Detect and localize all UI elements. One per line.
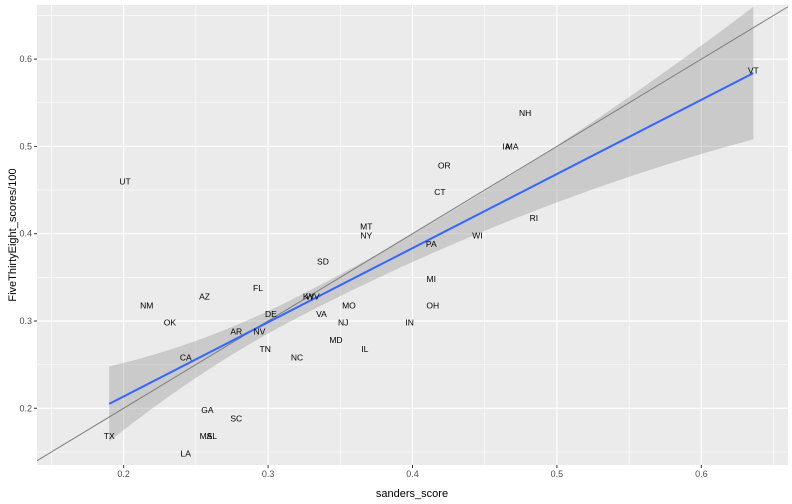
point-label-oh: OH xyxy=(426,300,439,310)
point-label-al: AL xyxy=(207,431,218,441)
x-tick-label: 0.6 xyxy=(695,469,708,479)
point-label-ny: NY xyxy=(360,230,372,240)
fit-line xyxy=(108,72,754,405)
point-label-md: MD xyxy=(329,335,342,345)
point-label-ms: MS xyxy=(200,431,213,441)
point-label-mt: MT xyxy=(360,222,372,232)
point-label-ut: UT xyxy=(119,176,130,186)
point-label-ok: OK xyxy=(164,318,177,328)
point-label-ky: KY xyxy=(303,292,315,302)
point-label-ma: MA xyxy=(506,141,519,151)
y-tick-label: 0.6 xyxy=(19,54,32,64)
y-tick-label: 0.2 xyxy=(19,403,32,413)
point-label-ar: AR xyxy=(230,326,242,336)
point-label-de: DE xyxy=(265,309,277,319)
point-label-ia: IA xyxy=(502,141,510,151)
point-label-nc: NC xyxy=(291,353,303,363)
point-label-wi: WI xyxy=(472,230,482,240)
point-label-az: AZ xyxy=(199,292,210,302)
point-label-va: VA xyxy=(316,309,327,319)
y-tick-label: 0.4 xyxy=(19,229,32,239)
point-label-pa: PA xyxy=(426,239,437,249)
y-tick-label: 0.3 xyxy=(19,316,32,326)
confidence-ribbon xyxy=(109,6,754,442)
point-label-wv: WV xyxy=(306,292,320,302)
point-label-nm: NM xyxy=(140,300,153,310)
point-label-nh: NH xyxy=(519,108,531,118)
point-label-tx: TX xyxy=(104,431,115,441)
x-tick-label: 0.2 xyxy=(117,469,130,479)
point-label-ri: RI xyxy=(530,213,539,223)
confidence-ribbon-layer xyxy=(109,6,754,442)
point-label-sc: SC xyxy=(230,414,242,424)
y-axis-title: FiveThirtyEight_scores/100 xyxy=(7,168,19,301)
x-axis-ticks: 0.2 0.3 0.4 0.5 0.6 xyxy=(117,465,708,479)
point-label-il: IL xyxy=(361,344,368,354)
fit-line-layer xyxy=(108,72,754,405)
point-label-ga: GA xyxy=(201,405,214,415)
point-label-nj: NJ xyxy=(338,318,348,328)
x-tick-label: 0.4 xyxy=(406,469,419,479)
point-label-mo: MO xyxy=(342,300,356,310)
point-label-vt: VT xyxy=(748,65,759,75)
x-tick-label: 0.3 xyxy=(262,469,275,479)
point-label-la: LA xyxy=(181,449,192,459)
point-label-ct: CT xyxy=(434,187,445,197)
reference-line xyxy=(36,6,789,462)
point-label-sd: SD xyxy=(317,257,329,267)
point-label-or: OR xyxy=(438,161,451,171)
point-label-tn: TN xyxy=(260,344,271,354)
point-label-ca: CA xyxy=(180,353,192,363)
major-gridlines xyxy=(37,5,788,465)
y-tick-label: 0.5 xyxy=(19,141,32,151)
y-axis-ticks: 0.2 0.3 0.4 0.5 0.6 xyxy=(19,54,37,413)
reference-line-layer xyxy=(36,6,789,462)
x-tick-label: 0.5 xyxy=(551,469,564,479)
point-label-nv: NV xyxy=(254,326,266,336)
point-label-fl: FL xyxy=(253,283,263,293)
point-label-mi: MI xyxy=(427,274,436,284)
x-axis-title: sanders_score xyxy=(376,488,448,500)
point-label-in: IN xyxy=(405,318,414,328)
